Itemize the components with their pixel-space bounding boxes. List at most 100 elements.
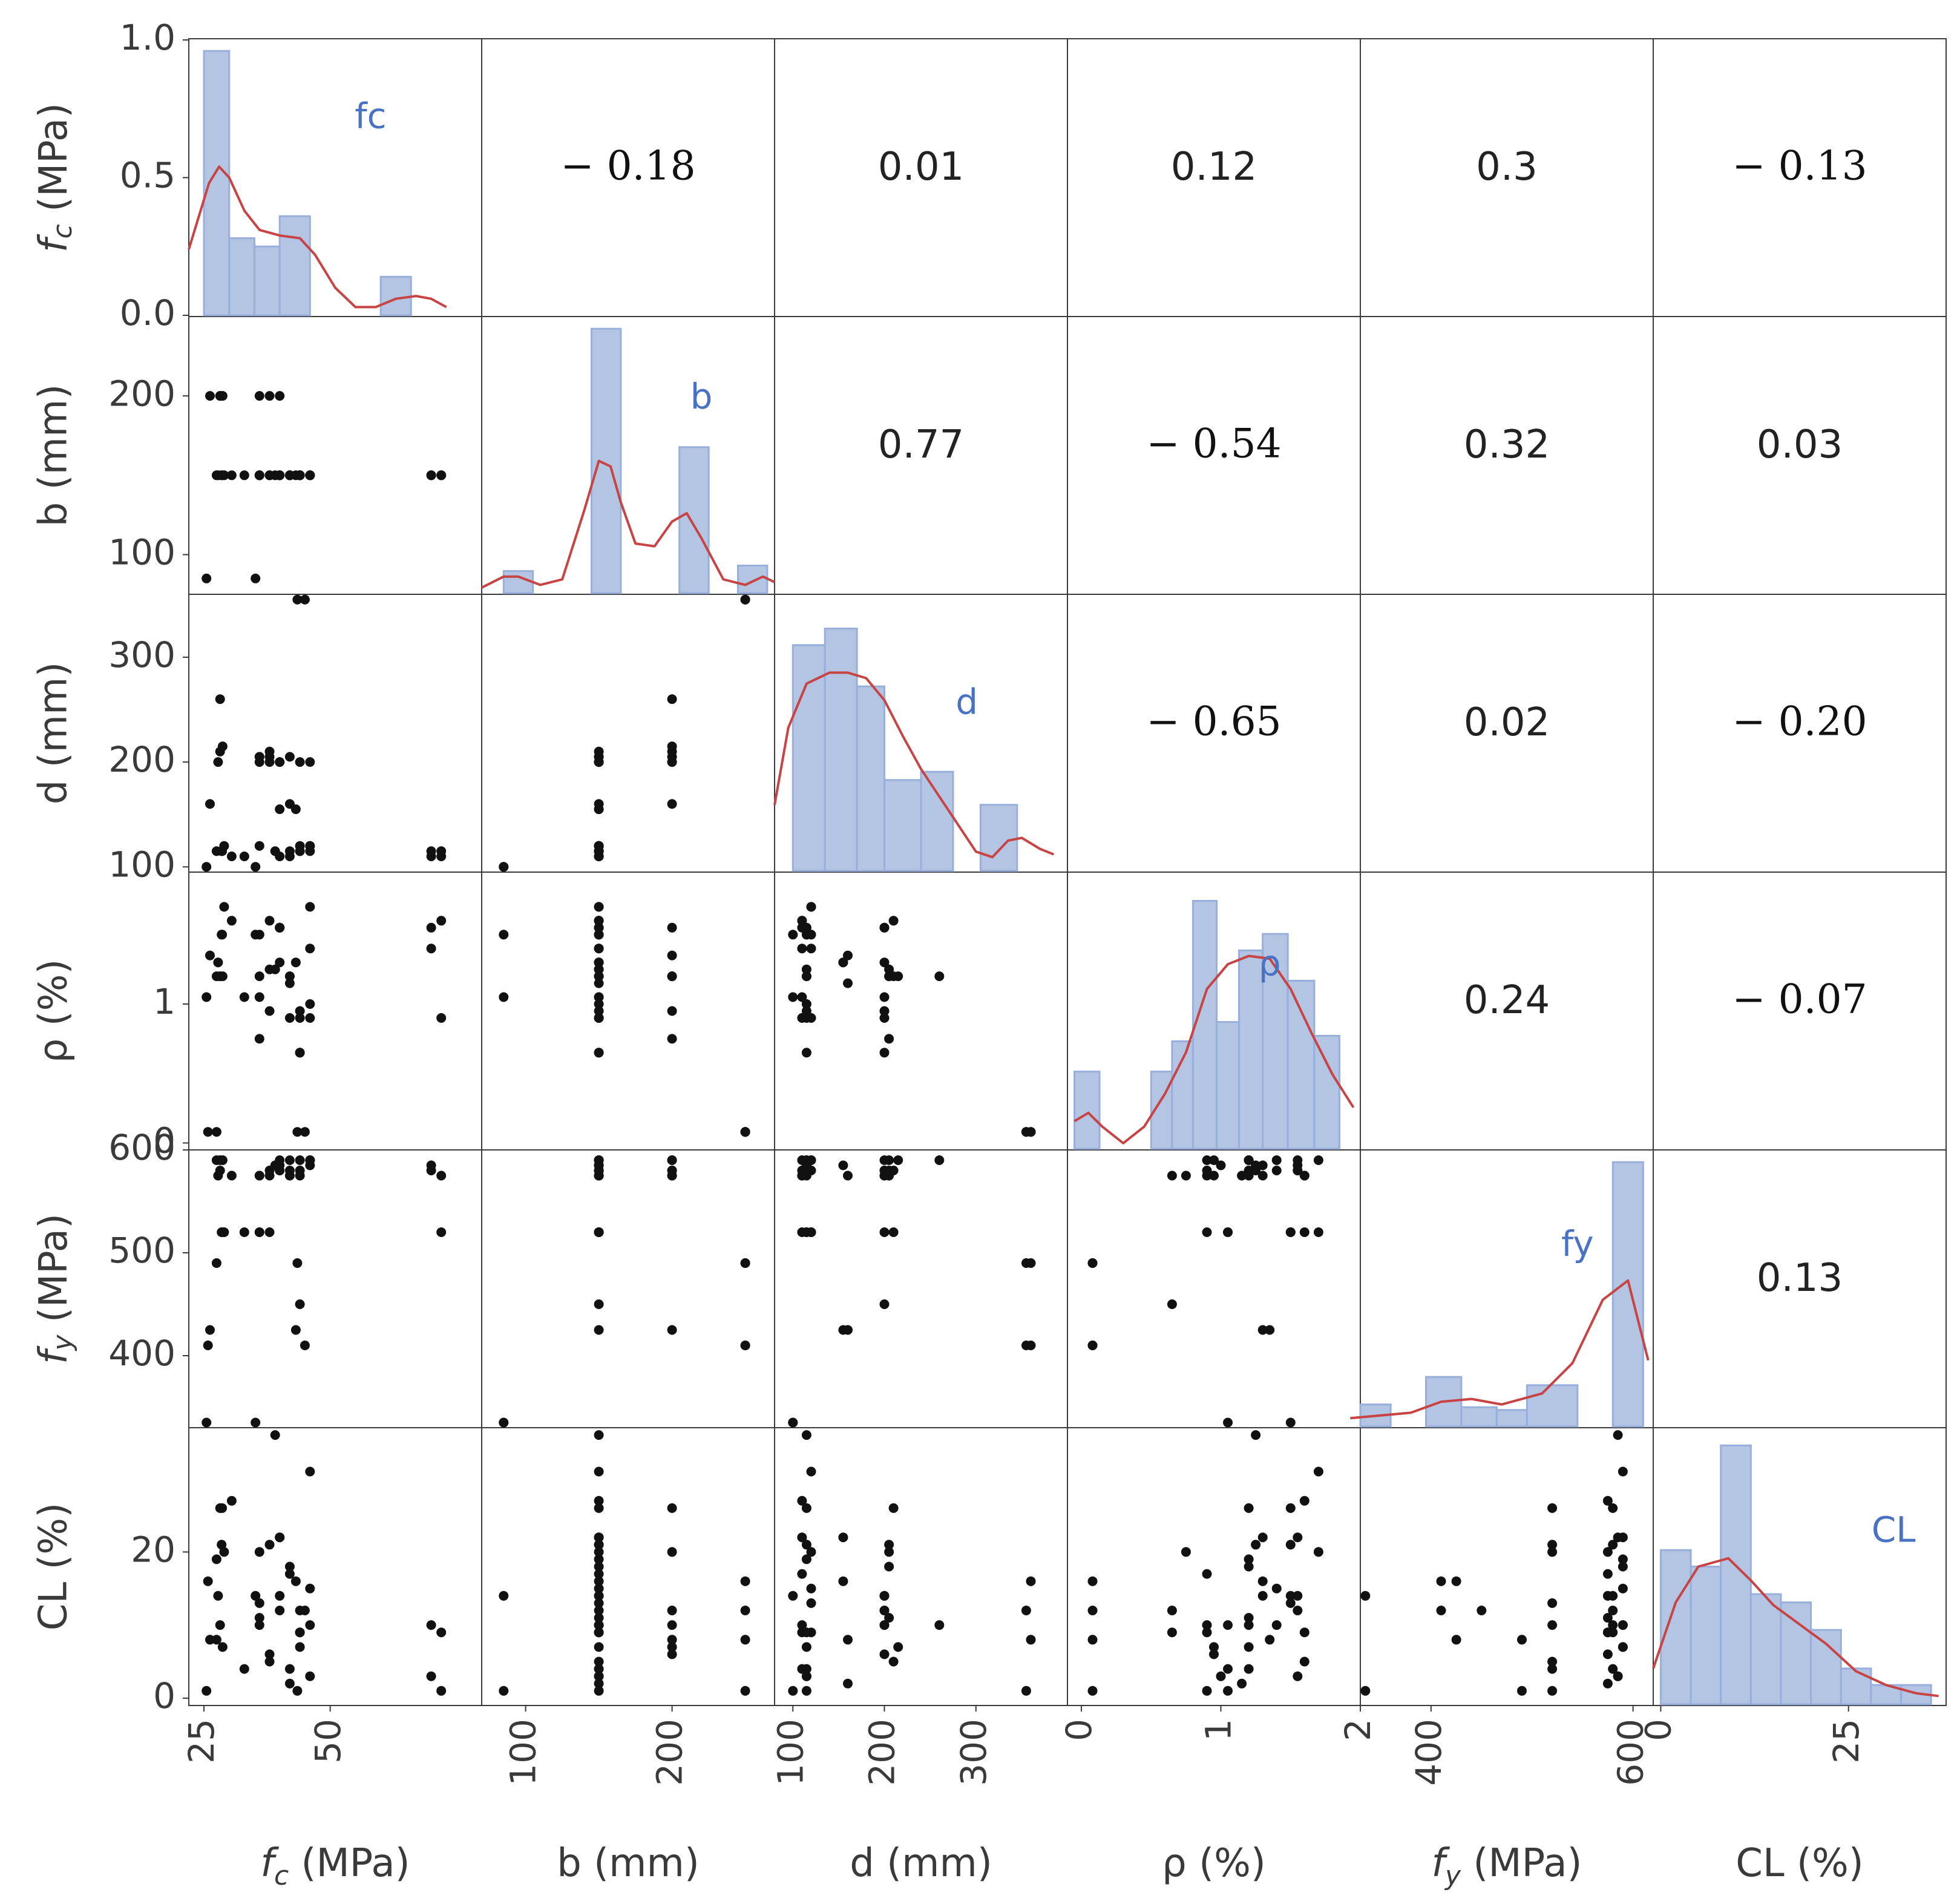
scatter-point-r3-c1 (594, 944, 604, 954)
histogram-bar-rho-4 (1216, 1021, 1240, 1150)
scatter-point-r5-c0 (275, 1606, 285, 1615)
histogram-bar-cl-3 (1749, 1593, 1782, 1705)
scatter-point-r5-c3 (1223, 1664, 1233, 1674)
correlation-value-r2-c5: − 0.20 (1732, 698, 1867, 745)
scatter-point-r5-c2 (879, 1649, 890, 1659)
diagonal-label-fy: fy (1561, 1223, 1594, 1264)
scatter-point-r4-c1 (667, 1166, 677, 1175)
scatter-point-r2-c0 (219, 841, 229, 851)
scatter-point-r4-c1 (499, 1417, 509, 1428)
scatter-point-r1-c0 (426, 470, 436, 481)
scatter-point-r5-c3 (1293, 1606, 1303, 1615)
scatter-point-r5-c0 (284, 1569, 295, 1579)
scatter-point-r2-c1 (594, 804, 604, 815)
y-tick-label-rho: 1 (153, 981, 175, 1022)
scatter-point-r5-c1 (667, 1503, 677, 1513)
scatter-point-r4-c0 (284, 1170, 295, 1181)
scatter-point-r5-c4 (1618, 1466, 1628, 1477)
x-axis-label-fc-part: c (274, 1860, 289, 1891)
scatter-point-r5-c2 (788, 1686, 798, 1696)
scatter-point-r2-c0 (290, 804, 301, 815)
y-axis-label-fc-part: c (47, 224, 78, 238)
histogram-bar-d-2 (856, 685, 885, 872)
scatter-point-r4-c1 (667, 1325, 677, 1335)
scatter-point-r5-c0 (211, 1635, 221, 1645)
scatter-point-r4-c0 (426, 1160, 436, 1170)
scatter-point-r4-c2 (801, 1227, 811, 1237)
y-axis-label-fy-part: (MPa) (31, 1213, 76, 1334)
scatter-point-r5-c0 (251, 1590, 261, 1601)
scatter-point-r2-c0 (270, 846, 280, 856)
scatter-point-r4-c1 (594, 1325, 604, 1335)
scatter-point-r3-c0 (251, 930, 261, 940)
scatter-point-r3-c2 (788, 992, 798, 1002)
correlation-value-r4-c5: 0.13 (1757, 1256, 1843, 1301)
scatter-point-r5-c1 (594, 1598, 604, 1608)
kde-line-fy (1350, 1279, 1650, 1420)
scatter-point-r4-c3 (1257, 1170, 1268, 1181)
scatter-point-r5-c1 (667, 1606, 677, 1615)
scatter-point-r5-c4 (1608, 1664, 1618, 1674)
scatter-point-r3-c2 (806, 902, 816, 912)
x-tick-label-d: 200 (862, 1719, 903, 1786)
scatter-point-r5-c3 (1181, 1547, 1191, 1557)
histogram-bar-rho-5 (1237, 949, 1264, 1150)
scatter-point-r3-c0 (284, 978, 295, 988)
scatter-point-r5-c3 (1244, 1620, 1254, 1630)
scatter-point-r4-c3 (1209, 1155, 1219, 1165)
histogram-bar-fc-3 (278, 215, 311, 317)
histogram-bar-b-1 (591, 327, 622, 594)
scatter-point-r5-c3 (1167, 1606, 1177, 1615)
scatter-point-r5-c3 (1257, 1532, 1268, 1543)
scatter-point-r5-c0 (305, 1466, 315, 1477)
scatter-point-r5-c4 (1602, 1678, 1613, 1689)
scatter-point-r5-c4 (1618, 1561, 1628, 1572)
scatter-point-r5-c4 (1517, 1686, 1527, 1696)
scatter-point-r5-c1 (594, 1554, 604, 1564)
scatter-point-r2-c0 (295, 846, 305, 856)
scatter-point-r4-c0 (205, 1325, 215, 1335)
scatter-point-r5-c3 (1244, 1613, 1254, 1623)
scatter-point-r5-c3 (1223, 1686, 1233, 1696)
y-axis-label-fc: fc (MPa) (31, 103, 78, 252)
scatter-point-r5-c4 (1547, 1656, 1558, 1667)
scatter-point-r3-c1 (594, 992, 604, 1002)
scatter-point-r1-c0 (270, 470, 280, 481)
scatter-point-r4-c0 (211, 1258, 221, 1268)
scatter-point-r3-c2 (797, 944, 807, 954)
scatter-point-r5-c2 (879, 1606, 890, 1615)
scatter-point-r3-c1 (667, 950, 677, 960)
scatter-point-r5-c4 (1547, 1664, 1558, 1674)
scatter-point-r4-c3 (1271, 1155, 1282, 1165)
correlation-value-r0-c4: 0.3 (1476, 145, 1538, 189)
scatter-point-r4-c3 (1313, 1155, 1323, 1165)
scatter-point-r5-c4 (1547, 1503, 1558, 1513)
scatter-point-r3-c1 (667, 1006, 677, 1016)
scatter-point-r5-c3 (1313, 1466, 1323, 1477)
scatter-point-r3-c2 (843, 950, 853, 960)
y-tick-label-cl: 0 (153, 1675, 175, 1716)
scatter-point-r5-c2 (801, 1627, 811, 1638)
y-axis-label-cl: CL (%) (31, 1503, 76, 1630)
kde-line-fc (188, 165, 447, 309)
histogram-bar-rho-3 (1192, 900, 1218, 1150)
scatter-point-r5-c1 (667, 1547, 677, 1557)
x-tick-label-fc: 25 (181, 1719, 222, 1764)
scatter-point-r5-c1 (667, 1635, 677, 1645)
y-tick-label-rho: 0 (153, 1120, 175, 1161)
scatter-point-r2-c0 (239, 852, 249, 861)
scatter-point-r3-c0 (292, 1127, 303, 1137)
scatter-point-r5-c3 (1202, 1569, 1212, 1579)
scatter-point-r3-c0 (270, 964, 280, 974)
scatter-point-r5-c1 (594, 1547, 604, 1557)
scatter-point-r4-c0 (251, 1417, 261, 1428)
correlation-value-r1-c4: 0.32 (1464, 422, 1550, 467)
scatter-point-r5-c3 (1299, 1495, 1310, 1506)
scatter-point-r3-c2 (801, 1048, 811, 1058)
scatter-point-r5-c0 (215, 1620, 225, 1630)
scatter-point-r3-c0 (254, 1034, 264, 1044)
scatter-point-r5-c3 (1313, 1547, 1323, 1557)
scatter-point-r4-c3 (1285, 1227, 1296, 1237)
scatter-point-r4-c2 (884, 1155, 894, 1165)
